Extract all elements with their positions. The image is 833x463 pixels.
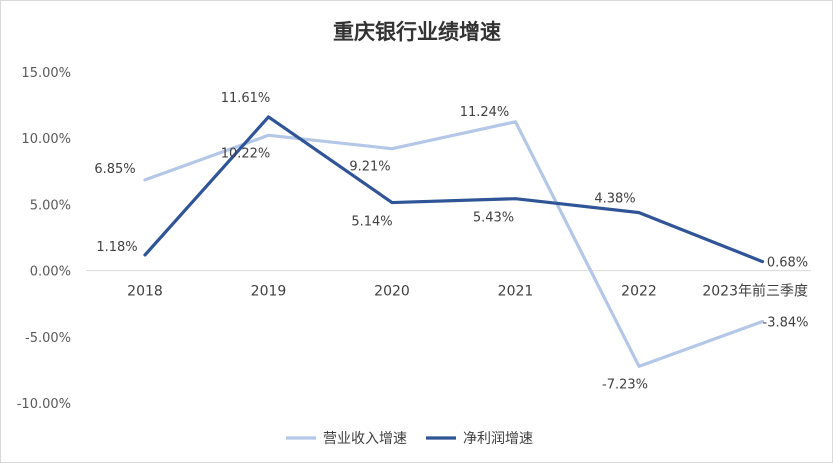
y-tick-label: 0.00% xyxy=(30,265,71,280)
series-line-1 xyxy=(143,120,765,368)
x-tick-label: 2023年前三季度 xyxy=(702,283,808,300)
data-label: -7.23% xyxy=(602,377,648,392)
data-label: 10.22% xyxy=(221,146,271,161)
x-tick-label: 2018 xyxy=(127,284,163,300)
data-label: 5.14% xyxy=(351,215,392,230)
data-label: -3.84% xyxy=(763,315,809,330)
data-label: 11.61% xyxy=(221,91,271,106)
legend-label: 营业收入增速 xyxy=(323,431,407,447)
x-axis-ticks: 2018 2019 2020 2021 2022 2023年前三季度 xyxy=(127,283,808,300)
data-label: 9.21% xyxy=(349,160,390,175)
legend: 营业收入增速 净利润增速 xyxy=(286,431,533,447)
series-line-2 xyxy=(143,115,765,264)
x-tick-label: 2021 xyxy=(498,284,534,300)
y-tick-label: 5.00% xyxy=(30,198,71,213)
data-label: 4.38% xyxy=(594,192,635,207)
data-label: 1.18% xyxy=(96,240,137,255)
y-tick-label: 10.00% xyxy=(21,132,71,147)
data-label: 5.43% xyxy=(473,211,514,226)
x-tick-label: 2019 xyxy=(251,284,287,300)
x-tick-label: 2020 xyxy=(374,284,410,300)
chart-title: 重庆银行业绩增速 xyxy=(333,20,501,44)
data-label: 0.68% xyxy=(767,256,808,271)
data-labels: 6.85% 10.22% 9.21% 11.24% -7.23% -3.84% 1.18% 1… xyxy=(94,91,808,392)
data-label: 11.24% xyxy=(460,105,510,120)
series-lines xyxy=(143,115,765,368)
data-label: 6.85% xyxy=(94,162,135,177)
legend-label: 净利润增速 xyxy=(463,431,533,447)
x-tick-label: 2022 xyxy=(621,284,657,300)
y-tick-label: -10.00% xyxy=(17,397,71,412)
y-tick-label: -5.00% xyxy=(25,331,71,346)
y-tick-label: 15.00% xyxy=(21,66,71,81)
y-axis-ticks: 15.00% 10.00% 5.00% 0.00% -5.00% -10.00% xyxy=(17,66,71,412)
